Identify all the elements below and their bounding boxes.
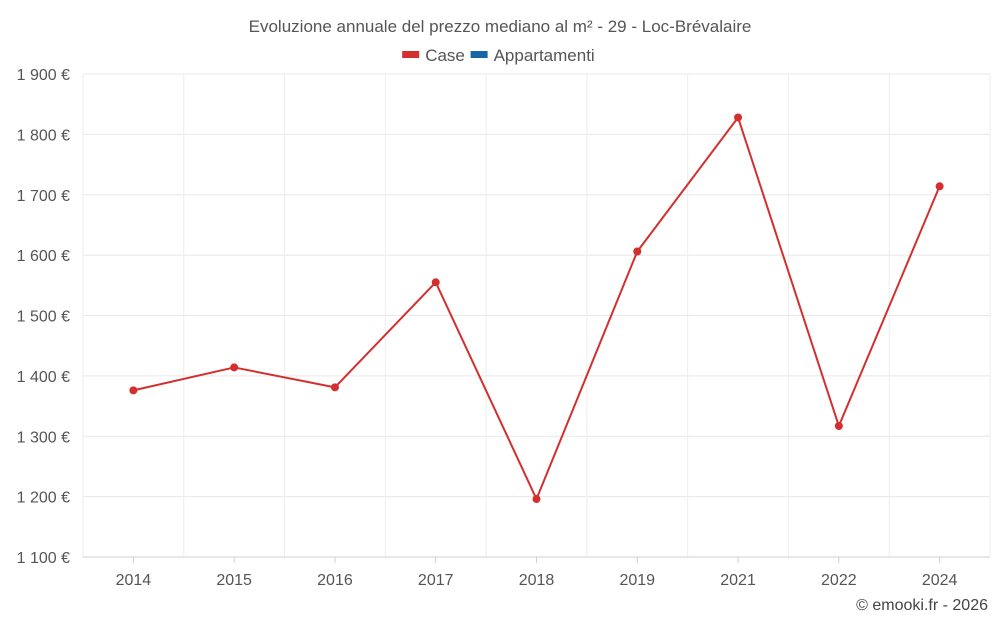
legend-swatch bbox=[402, 51, 420, 58]
x-tick-label: 2024 bbox=[922, 572, 958, 589]
y-tick-label: 1 600 € bbox=[17, 248, 70, 265]
y-tick-label: 1 900 € bbox=[17, 67, 70, 84]
y-tick-label: 1 500 € bbox=[17, 309, 70, 326]
data-point[interactable] bbox=[834, 421, 843, 430]
x-tick-label: 2014 bbox=[116, 572, 152, 589]
data-point[interactable] bbox=[532, 495, 541, 504]
data-point[interactable] bbox=[129, 386, 138, 395]
y-tick-label: 1 400 € bbox=[17, 369, 70, 386]
x-tick-label: 2017 bbox=[418, 572, 454, 589]
data-point[interactable] bbox=[230, 363, 239, 372]
series-layer bbox=[129, 113, 944, 504]
data-point[interactable] bbox=[633, 247, 642, 256]
grid bbox=[82, 73, 991, 557]
legend-label: Case bbox=[425, 46, 465, 65]
series-line bbox=[133, 116, 941, 501]
y-tick-label: 1 700 € bbox=[17, 188, 70, 205]
x-tick-label: 2021 bbox=[720, 572, 756, 589]
legend: Case Appartamenti bbox=[402, 46, 595, 65]
y-tick-label: 1 200 € bbox=[17, 490, 70, 507]
data-point[interactable] bbox=[734, 113, 743, 122]
data-point[interactable] bbox=[935, 182, 944, 191]
y-tick-label: 1 100 € bbox=[17, 550, 70, 567]
x-tick-label: 2019 bbox=[619, 572, 655, 589]
legend-item[interactable]: Case bbox=[402, 46, 465, 65]
y-tick-label: 1 300 € bbox=[17, 429, 70, 446]
chart-title: Evoluzione annuale del prezzo mediano al… bbox=[249, 17, 752, 36]
x-tick-label: 2016 bbox=[317, 572, 353, 589]
legend-item[interactable]: Appartamenti bbox=[470, 46, 595, 65]
x-tick-label: 2018 bbox=[519, 572, 555, 589]
legend-label: Appartamenti bbox=[494, 46, 595, 65]
legend-swatch bbox=[470, 51, 488, 58]
y-tick-label: 1 800 € bbox=[17, 127, 70, 144]
x-tick-label: 2022 bbox=[821, 572, 857, 589]
data-point[interactable] bbox=[431, 278, 440, 287]
x-axis: 2014 2015 2016 2017 2018 2019 2021 2022 2024 bbox=[83, 556, 990, 589]
data-point[interactable] bbox=[330, 383, 339, 392]
credit-text: © emooki.fr - 2026 bbox=[856, 597, 988, 614]
y-axis: 1 100 € 1 200 € 1 300 € 1 400 € 1 500 € 1 600… bbox=[17, 67, 70, 567]
x-tick-label: 2015 bbox=[216, 572, 252, 589]
